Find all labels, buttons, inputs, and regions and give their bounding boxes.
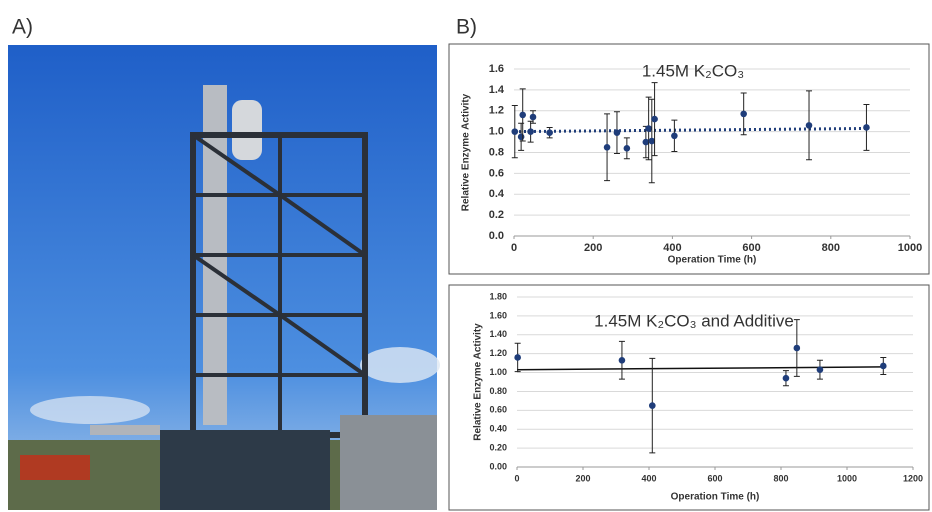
x-tick-label: 1200: [903, 473, 923, 483]
y-tick-label: 1.20: [489, 348, 507, 358]
data-point: [618, 356, 626, 364]
data-point: [816, 366, 824, 374]
data-point: [880, 362, 887, 370]
data-point: [519, 111, 527, 119]
chart-title: 1.45M K₂CO₃: [642, 61, 744, 80]
y-tick-label: 0.40: [489, 424, 507, 434]
chart-frame: [448, 43, 930, 275]
data-point: [603, 143, 611, 151]
x-tick-label: 400: [663, 242, 681, 254]
y-tick-label: 0.6: [489, 167, 504, 179]
data-point: [863, 124, 870, 131]
chart-frame: [448, 284, 930, 511]
data-point: [517, 133, 525, 141]
x-tick-label: 800: [822, 242, 840, 254]
panel-label: B): [456, 16, 477, 39]
y-tick-label: 0.2: [489, 209, 504, 221]
y-tick-label: 0.8: [489, 146, 504, 158]
data-point: [642, 138, 650, 146]
x-tick-label: 0: [511, 242, 517, 254]
y-tick-label: 1.40: [489, 329, 507, 339]
data-point: [782, 374, 790, 382]
chart-title: 1.45M K₂CO₃ and Additive: [594, 311, 794, 330]
y-tick-label: 1.6: [489, 63, 504, 75]
data-point: [514, 354, 521, 361]
y-tick-label: 1.80: [489, 291, 507, 301]
y-tick-label: 0.20: [489, 442, 507, 452]
data-point: [527, 128, 534, 135]
x-tick-label: 1000: [837, 473, 857, 483]
data-point: [546, 129, 553, 136]
data-point: [645, 125, 652, 132]
data-point: [529, 113, 537, 121]
y-tick-label: 0.80: [489, 386, 507, 396]
photo: [8, 45, 440, 510]
data-point: [649, 402, 656, 409]
y-tick-label: 0.4: [489, 188, 505, 200]
y-tick-label: 1.4: [489, 84, 505, 96]
data-point: [651, 115, 658, 123]
x-tick-label: 600: [742, 242, 760, 254]
x-tick-label: 200: [584, 242, 602, 254]
y-axis-label: Relative Enzyme Activity: [461, 93, 472, 211]
data-point: [648, 137, 656, 145]
x-axis-label: Operation Time (h): [671, 492, 760, 503]
x-tick-label: 600: [707, 473, 722, 483]
data-point: [805, 122, 813, 129]
y-tick-label: 1.2: [489, 105, 504, 117]
data-point: [623, 145, 631, 152]
panel-label: A): [12, 16, 33, 39]
x-tick-label: 0: [514, 473, 519, 483]
data-point: [613, 129, 621, 136]
data-point: [671, 132, 678, 140]
data-point: [740, 110, 747, 118]
data-point: [511, 128, 519, 135]
y-axis-label: Relative Enzyme Activity: [473, 323, 484, 441]
x-tick-label: 800: [773, 473, 788, 483]
x-tick-label: 400: [641, 473, 656, 483]
y-tick-label: 1.0: [489, 126, 504, 138]
y-tick-label: 1.60: [489, 310, 507, 320]
y-tick-label: 1.00: [489, 367, 507, 377]
y-tick-label: 0.60: [489, 405, 507, 415]
trend-line: [516, 366, 884, 371]
x-axis-label: Operation Time (h): [668, 255, 757, 266]
y-tick-label: 0.0: [489, 230, 504, 242]
data-point: [793, 344, 801, 352]
x-tick-label: 200: [575, 473, 590, 483]
y-tick-label: 0.00: [489, 461, 507, 471]
x-tick-label: 1000: [898, 242, 922, 254]
trend-line: [513, 126, 867, 134]
